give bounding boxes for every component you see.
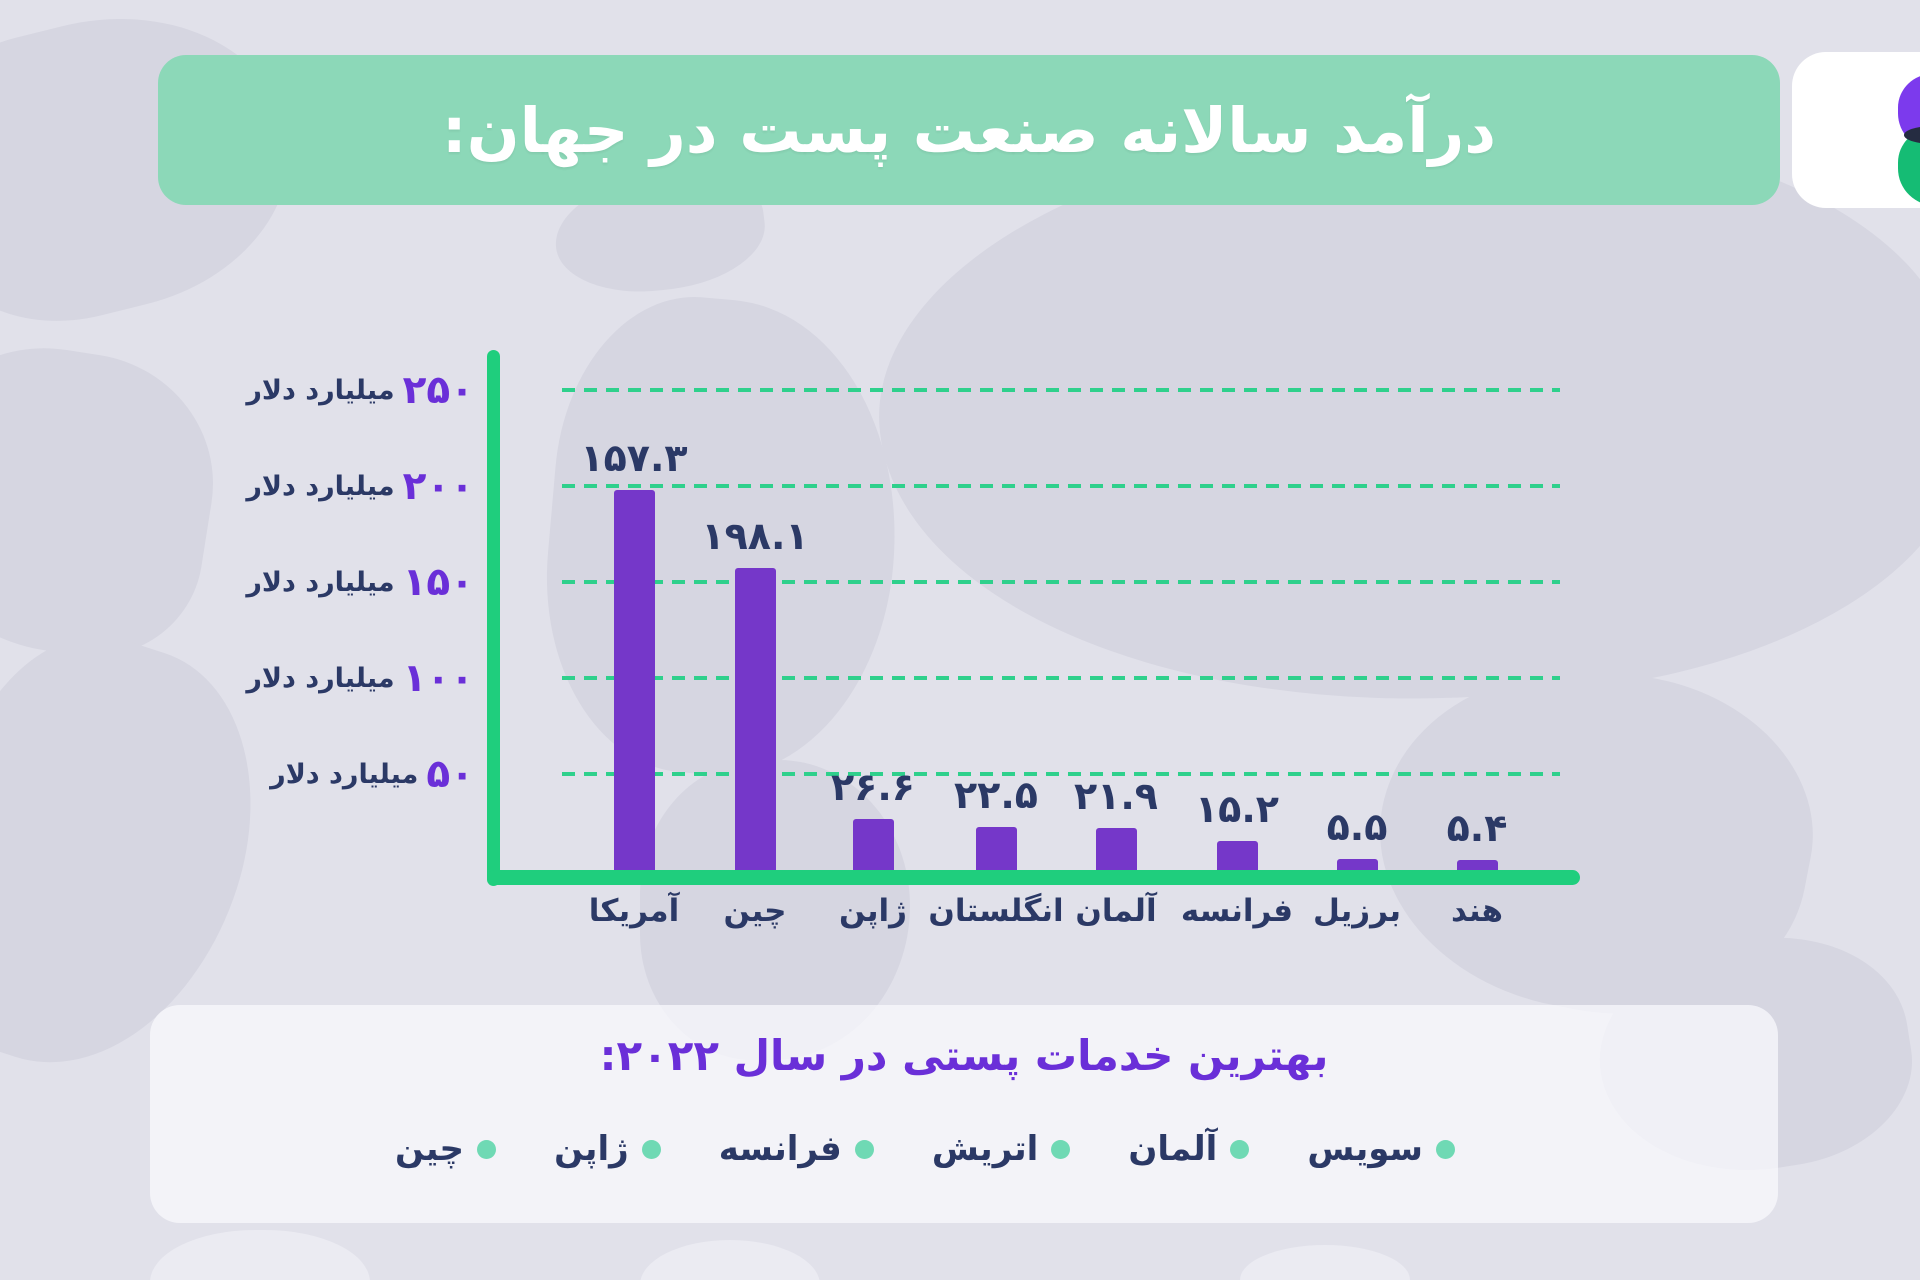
y-tick-unit: میلیارد دلار: [246, 566, 395, 598]
x-axis-category-label: انگلستان: [928, 893, 1064, 929]
best-service-item: فرانسه: [719, 1129, 874, 1169]
bullet-dot-icon: [854, 1139, 874, 1159]
x-axis-category-label: ژاپن: [838, 893, 907, 929]
best-service-label: ژاپن: [554, 1129, 629, 1169]
y-tick-unit: میلیارد دلار: [246, 374, 395, 406]
x-axis-category-label: برزیل: [1312, 893, 1402, 929]
x-axis-category-label: آلمان: [1075, 893, 1157, 929]
bar-8: [1456, 860, 1498, 870]
y-tick-unit: میلیارد دلار: [270, 758, 419, 790]
bar-value-label: ۱۹۸.۱: [701, 514, 809, 558]
best-service-item: سویس: [1307, 1129, 1455, 1169]
y-tick-label-100: ۱۰۰ میلیارد دلار: [246, 655, 474, 701]
bar-value-label: ۱۵۷.۳: [580, 436, 688, 480]
best-service-label: آلمان: [1128, 1129, 1218, 1169]
x-axis-line: [487, 870, 1580, 885]
map-blob: [1240, 1245, 1410, 1280]
gridline-250: [562, 388, 1560, 392]
best-service-item: چین: [395, 1129, 497, 1169]
bar-6: [1216, 841, 1258, 870]
logo-tile: [1792, 52, 1920, 208]
best-service-label: فرانسه: [718, 1129, 842, 1169]
gridline-150: [562, 580, 1560, 584]
bullet-dot-icon: [1230, 1139, 1250, 1159]
bar-5: [1095, 828, 1137, 870]
best-service-label: سویس: [1307, 1129, 1423, 1169]
best-services-list: سویس آلمان اتریش فرانسه ژاپن چین: [395, 1123, 1455, 1175]
y-tick-number: ۲۵۰: [402, 367, 474, 413]
map-blob: [150, 1230, 370, 1280]
y-tick-label-200: ۲۰۰ میلیارد دلار: [246, 463, 474, 509]
bar-3: [852, 819, 894, 870]
gridline-50: [562, 772, 1560, 776]
x-axis-category-label: فرانسه: [1180, 893, 1294, 929]
y-tick-label-250: ۲۵۰ میلیارد دلار: [246, 367, 474, 413]
best-service-item: اتریش: [931, 1129, 1071, 1169]
best-service-item: ژاپن: [554, 1129, 661, 1169]
gridline-100: [562, 676, 1560, 680]
x-axis-category-label: هند: [1450, 893, 1504, 929]
bar-value-label: ۱۵.۲: [1194, 787, 1279, 831]
best-service-label: چین: [395, 1129, 465, 1169]
bullet-dot-icon: [1051, 1139, 1071, 1159]
logo-overlap-icon: [1904, 126, 1920, 144]
y-tick-label-50: ۵۰ میلیارد دلار: [270, 751, 474, 797]
bullet-dot-icon: [1436, 1139, 1455, 1159]
y-tick-number: ۱۰۰: [402, 655, 474, 701]
x-axis-category-label: چین: [723, 893, 787, 929]
logo-green-blob-icon: [1898, 128, 1920, 206]
page-title: درآمد سالانه صنعت پست در جهان:: [441, 93, 1497, 167]
y-tick-unit: میلیارد دلار: [246, 662, 395, 694]
y-tick-label-150: ۱۵۰ میلیارد دلار: [246, 559, 474, 605]
best-services-panel: بهترین خدمات پستی در سال ۲۰۲۲: سویس آلمان…: [150, 1005, 1778, 1223]
map-blob: [0, 327, 232, 673]
y-tick-number: ۱۵۰: [402, 559, 474, 605]
best-service-label: اتریش: [931, 1129, 1039, 1169]
bar-value-label: ۲۶.۶: [830, 765, 915, 809]
best-service-item: آلمان: [1128, 1129, 1250, 1169]
x-axis-category-label: آمریکا: [588, 893, 680, 929]
bar-1: [613, 490, 655, 870]
bar-7: [1336, 859, 1378, 870]
bullet-dot-icon: [641, 1139, 661, 1159]
bar-value-label: ۵.۵: [1326, 805, 1388, 849]
bar-2: [734, 568, 776, 870]
y-tick-number: ۵۰: [426, 751, 474, 797]
y-tick-unit: میلیارد دلار: [246, 470, 395, 502]
title-banner: درآمد سالانه صنعت پست در جهان:: [158, 55, 1780, 205]
y-axis-line: [487, 350, 500, 886]
gridline-200: [562, 484, 1560, 488]
map-blob: [640, 1240, 820, 1280]
bar-value-label: ۲۱.۹: [1073, 774, 1158, 818]
best-services-heading: بهترین خدمات پستی در سال ۲۰۲۲:: [599, 1031, 1329, 1080]
bar-value-label: ۵.۴: [1446, 806, 1508, 850]
y-tick-number: ۲۰۰: [402, 463, 474, 509]
bar-value-label: ۲۲.۵: [953, 773, 1038, 817]
bar-4: [975, 827, 1017, 870]
bullet-dot-icon: [477, 1139, 497, 1159]
